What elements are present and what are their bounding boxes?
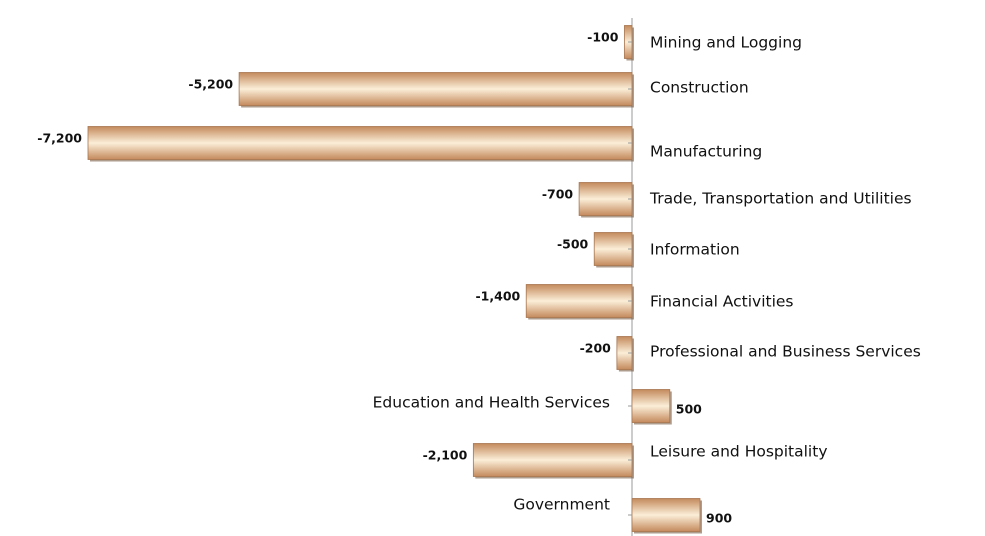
value-label: -700 — [542, 187, 574, 202]
bar — [593, 232, 633, 266]
category-label: Information — [650, 241, 740, 259]
category-label: Professional and Business Services — [650, 343, 921, 361]
category-label: Trade, Transportation and Utilities — [649, 190, 912, 208]
bar — [87, 126, 633, 160]
bar — [631, 389, 671, 423]
value-label: -100 — [587, 30, 619, 45]
category-label: Construction — [650, 79, 749, 97]
value-label: -500 — [557, 237, 589, 252]
value-label: -5,200 — [188, 77, 233, 92]
category-label: Manufacturing — [650, 143, 762, 161]
value-label: 900 — [706, 511, 732, 526]
bar — [578, 182, 633, 216]
bar — [472, 443, 633, 477]
bar — [631, 498, 701, 532]
value-label: 500 — [676, 402, 702, 417]
value-label: -200 — [580, 341, 612, 356]
category-label: Leisure and Hospitality — [650, 443, 828, 461]
category-label: Mining and Logging — [650, 34, 802, 52]
bar — [525, 284, 633, 318]
value-label: -1,400 — [475, 289, 520, 304]
category-label: Education and Health Services — [373, 394, 610, 412]
bar — [238, 72, 633, 106]
category-label: Government — [513, 496, 610, 514]
value-label: -7,200 — [37, 131, 82, 146]
category-label: Financial Activities — [650, 293, 794, 311]
value-label: -2,100 — [423, 448, 468, 463]
